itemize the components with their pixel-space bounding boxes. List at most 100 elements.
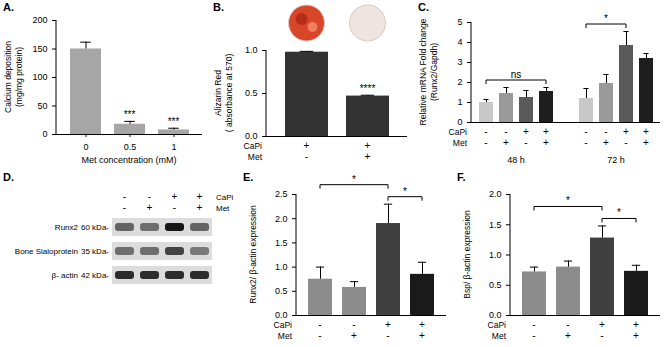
svg-text:+: + — [543, 126, 549, 137]
svg-text:+: + — [599, 319, 605, 330]
svg-text:β- actin42 kDa-: β- actin42 kDa- — [52, 271, 110, 280]
svg-text:+: + — [365, 151, 371, 162]
svg-text:(Runx2/Gapdh): (Runx2/Gapdh) — [429, 43, 439, 101]
svg-text:1.5: 1.5 — [275, 238, 288, 248]
svg-text:CaPi: CaPi — [244, 141, 263, 151]
svg-text:-: - — [305, 151, 308, 162]
svg-text:0.5: 0.5 — [124, 142, 137, 152]
svg-text:-: - — [584, 126, 587, 137]
svg-text:+: + — [643, 126, 649, 137]
svg-text:-: - — [532, 319, 535, 330]
svg-text:-: - — [566, 319, 569, 330]
svg-text:-: - — [148, 191, 151, 202]
svg-text:3: 3 — [457, 57, 462, 67]
svg-text:*: * — [604, 13, 608, 24]
svg-text:1.0: 1.0 — [275, 262, 288, 272]
svg-text:Relative mRNA Fold change: Relative mRNA Fold change — [418, 18, 428, 125]
svg-text:ns: ns — [511, 69, 522, 80]
svg-text:+: + — [633, 330, 639, 341]
svg-text:CaPi: CaPi — [449, 127, 468, 137]
svg-text:CaPi: CaPi — [488, 320, 507, 330]
svg-text:Runx260 kDa-: Runx260 kDa- — [55, 223, 109, 232]
svg-text:2.0: 2.0 — [275, 214, 288, 224]
svg-text:+: + — [633, 319, 639, 330]
svg-text:0.5: 0.5 — [489, 280, 502, 290]
svg-text:+: + — [197, 202, 203, 213]
svg-text:200: 200 — [32, 15, 47, 25]
svg-text:+: + — [419, 330, 425, 341]
svg-text:-: - — [352, 319, 355, 330]
svg-text:50: 50 — [37, 101, 47, 111]
svg-text:+: + — [565, 330, 571, 341]
svg-text:Met: Met — [248, 152, 263, 162]
svg-text:(mg/mg protein): (mg/mg protein) — [14, 47, 24, 107]
svg-text:+: + — [503, 137, 509, 148]
svg-text:CaPi: CaPi — [274, 320, 293, 330]
svg-text:-: - — [604, 126, 607, 137]
svg-text:-: - — [123, 191, 126, 202]
svg-text:1.5: 1.5 — [489, 220, 502, 230]
svg-text:+: + — [385, 319, 391, 330]
svg-text:-: - — [173, 202, 176, 213]
svg-text:48 h: 48 h — [507, 155, 525, 165]
svg-text:+: + — [304, 140, 310, 151]
svg-text:-: - — [386, 330, 389, 341]
svg-text:Met: Met — [216, 204, 230, 213]
svg-text:Bone Sialoprotein35 kDa-: Bone Sialoprotein35 kDa- — [15, 247, 110, 256]
svg-text:*: * — [352, 174, 356, 185]
svg-text:-: - — [584, 137, 587, 148]
svg-text:+: + — [172, 191, 178, 202]
svg-text:+: + — [643, 137, 649, 148]
svg-text:Calcium deposition: Calcium deposition — [3, 41, 13, 113]
svg-text:0: 0 — [42, 129, 47, 139]
svg-text:0.5: 0.5 — [275, 286, 288, 296]
svg-text:Met: Met — [492, 331, 507, 341]
svg-text:4: 4 — [457, 37, 462, 47]
svg-text:0.0: 0.0 — [489, 310, 502, 320]
svg-text:*: * — [566, 195, 570, 206]
svg-text:Runx2/ β-actin expression: Runx2/ β-actin expression — [248, 205, 258, 304]
svg-text:2: 2 — [457, 77, 462, 87]
svg-text:Met concentration (mM): Met concentration (mM) — [81, 155, 176, 165]
svg-text:1.0: 1.0 — [245, 45, 258, 55]
svg-text:0: 0 — [457, 117, 462, 127]
svg-text:Met: Met — [453, 138, 468, 148]
svg-text:****: **** — [360, 83, 376, 94]
svg-text:-: - — [484, 137, 487, 148]
svg-text:+: + — [351, 330, 357, 341]
svg-text:1.0: 1.0 — [489, 250, 502, 260]
svg-text:Alizarin Red: Alizarin Red — [213, 70, 223, 116]
svg-text:-: - — [318, 319, 321, 330]
svg-text:+: + — [623, 126, 629, 137]
svg-text:-: - — [123, 202, 126, 213]
svg-text:0.5: 0.5 — [245, 88, 258, 98]
svg-text:0.0: 0.0 — [275, 310, 288, 320]
svg-text:72 h: 72 h — [607, 155, 625, 165]
svg-text:2.5: 2.5 — [275, 189, 288, 199]
svg-text:*: * — [403, 186, 407, 197]
svg-text:-: - — [318, 330, 321, 341]
svg-text:-: - — [532, 330, 535, 341]
svg-text:1: 1 — [457, 97, 462, 107]
svg-text:2.0: 2.0 — [489, 189, 502, 199]
svg-text:0.0: 0.0 — [245, 131, 258, 141]
svg-text:( absorbance at 570): ( absorbance at 570) — [224, 54, 234, 133]
svg-text:+: + — [603, 137, 609, 148]
svg-text:5: 5 — [457, 17, 462, 27]
svg-text:-: - — [484, 126, 487, 137]
svg-text:+: + — [523, 126, 529, 137]
svg-text:+: + — [365, 140, 371, 151]
svg-text:150: 150 — [32, 44, 47, 54]
svg-text:-: - — [600, 330, 603, 341]
svg-text:*: * — [617, 207, 621, 218]
svg-text:-: - — [504, 126, 507, 137]
svg-text:Bsp/ β-actin expression: Bsp/ β-actin expression — [462, 210, 472, 299]
svg-text:Met: Met — [278, 331, 293, 341]
svg-text:+: + — [197, 191, 203, 202]
svg-text:1: 1 — [171, 142, 176, 152]
svg-text:CaPi: CaPi — [216, 193, 234, 202]
svg-text:+: + — [543, 137, 549, 148]
svg-text:***: *** — [124, 109, 136, 120]
svg-text:0: 0 — [83, 142, 88, 152]
svg-text:+: + — [147, 202, 153, 213]
